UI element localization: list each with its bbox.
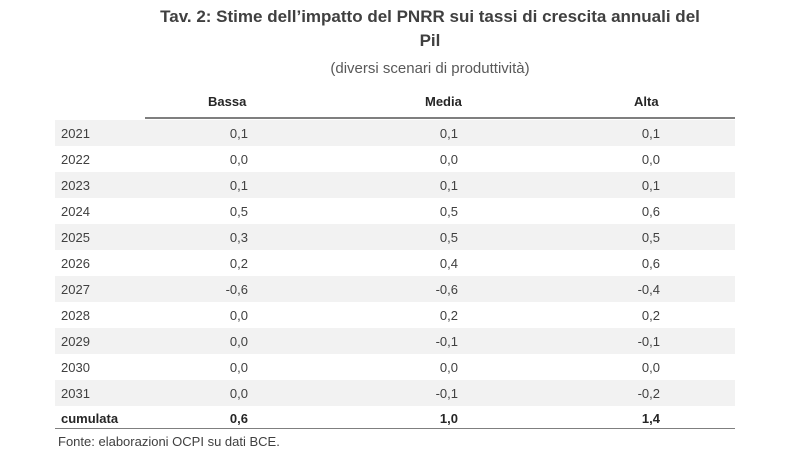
table-row: 2023 0,1 0,1 0,1 bbox=[55, 172, 735, 198]
cell-alta: 0,6 bbox=[641, 204, 660, 219]
cell-alta: 0,6 bbox=[641, 256, 660, 271]
cell-bassa: 0,0 bbox=[229, 334, 248, 349]
cell-alta: -0,4 bbox=[637, 282, 660, 297]
cell-bassa: 0,5 bbox=[229, 204, 248, 219]
cell-bassa: 0,0 bbox=[229, 360, 248, 375]
row-year: 2021 bbox=[61, 126, 90, 141]
column-header-bassa: Bassa bbox=[208, 94, 247, 109]
table-bottom-rule bbox=[55, 428, 735, 429]
cell-alta: 0,0 bbox=[641, 152, 660, 167]
row-year: 2026 bbox=[61, 256, 90, 271]
header-divider bbox=[145, 117, 735, 119]
cell-bassa: 0,3 bbox=[229, 230, 248, 245]
table-row: 2028 0,0 0,2 0,2 bbox=[55, 302, 735, 328]
column-header-media: Media bbox=[425, 94, 462, 109]
total-alta: 1,4 bbox=[641, 411, 660, 426]
cell-alta: 0,2 bbox=[641, 308, 660, 323]
total-bassa: 0,6 bbox=[229, 411, 248, 426]
table-subtitle: (diversi scenari di produttività) bbox=[330, 60, 530, 77]
table-row: 2029 0,0 -0,1 -0,1 bbox=[55, 328, 735, 354]
column-header-alta: Alta bbox=[634, 94, 659, 109]
row-year: 2027 bbox=[61, 282, 90, 297]
cell-media: -0,1 bbox=[435, 386, 458, 401]
row-year: 2029 bbox=[61, 334, 90, 349]
table-total-row: cumulata 0,6 1,0 1,4 bbox=[55, 405, 735, 431]
table-title-continued: Pil bbox=[419, 31, 441, 50]
table-row: 2027 -0,6 -0,6 -0,4 bbox=[55, 276, 735, 302]
table-row: 2022 0,0 0,0 0,0 bbox=[55, 146, 735, 172]
table-row: 2024 0,5 0,5 0,6 bbox=[55, 198, 735, 224]
row-year: 2031 bbox=[61, 386, 90, 401]
table-row: 2031 0,0 -0,1 -0,2 bbox=[55, 380, 735, 406]
cell-media: 0,4 bbox=[439, 256, 458, 271]
row-year: 2024 bbox=[61, 204, 90, 219]
cell-bassa: 0,2 bbox=[229, 256, 248, 271]
table-row: 2026 0,2 0,4 0,6 bbox=[55, 250, 735, 276]
table-row: 2021 0,1 0,1 0,1 bbox=[55, 120, 735, 146]
total-media: 1,0 bbox=[439, 411, 458, 426]
cell-bassa: 0,0 bbox=[229, 152, 248, 167]
cell-alta: 0,5 bbox=[641, 230, 660, 245]
row-year: 2030 bbox=[61, 360, 90, 375]
cell-media: 0,1 bbox=[439, 178, 458, 193]
row-year: 2028 bbox=[61, 308, 90, 323]
cell-alta: -0,1 bbox=[637, 334, 660, 349]
cell-media: 0,0 bbox=[439, 360, 458, 375]
table-title: Tav. 2: Stime dell’impatto del PNRR sui … bbox=[160, 7, 700, 26]
cell-bassa: 0,0 bbox=[229, 308, 248, 323]
cell-media: 0,5 bbox=[439, 204, 458, 219]
cell-alta: 0,0 bbox=[641, 360, 660, 375]
cell-bassa: 0,1 bbox=[229, 126, 248, 141]
cell-bassa: 0,0 bbox=[229, 386, 248, 401]
table-row: 2025 0,3 0,5 0,5 bbox=[55, 224, 735, 250]
cell-media: -0,1 bbox=[435, 334, 458, 349]
table-row: 2030 0,0 0,0 0,0 bbox=[55, 354, 735, 380]
cell-media: 0,0 bbox=[439, 152, 458, 167]
cell-alta: 0,1 bbox=[641, 126, 660, 141]
cell-media: 0,1 bbox=[439, 126, 458, 141]
total-label: cumulata bbox=[61, 411, 119, 426]
cell-bassa: -0,6 bbox=[225, 282, 248, 297]
cell-media: 0,5 bbox=[439, 230, 458, 245]
cell-media: -0,6 bbox=[435, 282, 458, 297]
source-note: Fonte: elaborazioni OCPI su dati BCE. bbox=[58, 434, 280, 449]
row-year: 2025 bbox=[61, 230, 90, 245]
row-year: 2023 bbox=[61, 178, 90, 193]
cell-alta: -0,2 bbox=[637, 386, 660, 401]
cell-media: 0,2 bbox=[439, 308, 458, 323]
cell-bassa: 0,1 bbox=[229, 178, 248, 193]
row-year: 2022 bbox=[61, 152, 90, 167]
cell-alta: 0,1 bbox=[641, 178, 660, 193]
